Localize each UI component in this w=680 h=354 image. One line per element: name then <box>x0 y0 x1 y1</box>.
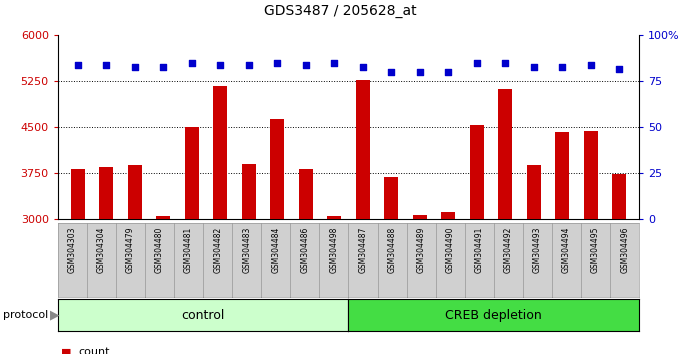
Point <box>301 62 311 68</box>
Text: GSM304488: GSM304488 <box>388 227 396 273</box>
Text: GSM304479: GSM304479 <box>126 227 135 273</box>
Text: GSM304496: GSM304496 <box>620 227 629 273</box>
Text: GSM304492: GSM304492 <box>504 227 513 273</box>
Text: GSM304494: GSM304494 <box>562 227 571 273</box>
Bar <box>299 169 313 219</box>
Point <box>528 64 539 69</box>
Text: GSM304487: GSM304487 <box>358 227 367 273</box>
Bar <box>498 90 512 219</box>
Point <box>158 64 169 69</box>
Point <box>614 66 625 72</box>
Point <box>72 62 83 68</box>
Text: GSM304304: GSM304304 <box>97 227 106 273</box>
Bar <box>128 165 142 219</box>
Bar <box>555 132 569 219</box>
Text: control: control <box>182 309 225 321</box>
Point <box>443 69 454 75</box>
Bar <box>413 215 427 219</box>
Point <box>500 60 511 66</box>
Text: count: count <box>78 347 109 354</box>
Text: GSM304489: GSM304489 <box>417 227 426 273</box>
Text: GSM304495: GSM304495 <box>591 227 600 273</box>
Point <box>272 60 283 66</box>
Point <box>101 62 112 68</box>
Text: GSM304486: GSM304486 <box>301 227 309 273</box>
Text: ▶: ▶ <box>50 309 59 321</box>
Point <box>129 64 140 69</box>
Bar <box>441 212 456 219</box>
Point <box>414 69 425 75</box>
Text: GSM304303: GSM304303 <box>68 227 77 273</box>
Text: GSM304484: GSM304484 <box>271 227 280 273</box>
Bar <box>185 127 199 219</box>
Bar <box>213 86 227 219</box>
Bar <box>99 167 114 219</box>
Point <box>386 69 396 75</box>
Bar <box>241 164 256 219</box>
Bar <box>526 165 541 219</box>
Text: GSM304498: GSM304498 <box>330 227 339 273</box>
Text: GSM304482: GSM304482 <box>214 227 222 273</box>
Bar <box>470 125 484 219</box>
Point <box>186 60 197 66</box>
Bar <box>583 131 598 219</box>
Bar <box>612 174 626 219</box>
Point <box>215 62 226 68</box>
Text: GSM304481: GSM304481 <box>184 227 193 273</box>
Bar <box>327 216 341 219</box>
Point <box>243 62 254 68</box>
Point <box>585 62 596 68</box>
Text: protocol: protocol <box>3 310 49 320</box>
Text: GSM304483: GSM304483 <box>242 227 251 273</box>
Bar <box>270 119 284 219</box>
Text: GDS3487 / 205628_at: GDS3487 / 205628_at <box>264 4 416 18</box>
Text: GSM304490: GSM304490 <box>446 227 455 273</box>
Bar <box>156 216 171 219</box>
Point <box>329 60 340 66</box>
Text: GSM304491: GSM304491 <box>475 227 483 273</box>
Point <box>557 64 568 69</box>
Bar <box>356 80 370 219</box>
Point <box>357 64 368 69</box>
Text: CREB depletion: CREB depletion <box>445 309 542 321</box>
Text: GSM304493: GSM304493 <box>533 227 542 273</box>
Text: ■: ■ <box>61 347 71 354</box>
Bar <box>71 169 85 219</box>
Bar <box>384 177 398 219</box>
Point <box>471 60 482 66</box>
Text: GSM304480: GSM304480 <box>155 227 164 273</box>
